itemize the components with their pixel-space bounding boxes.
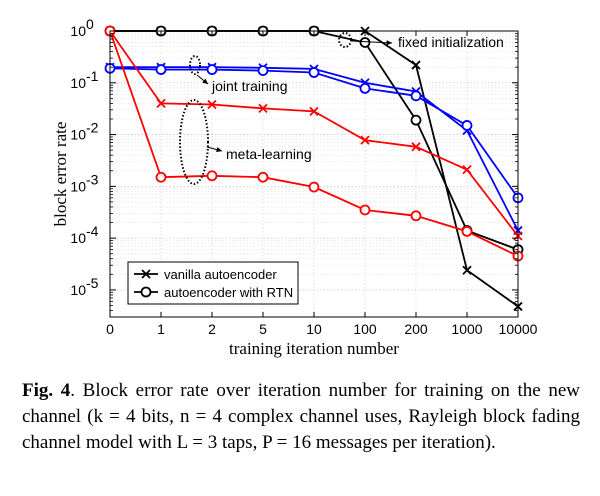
x-marker-stroke — [411, 60, 421, 70]
x-axis-label: training iteration number — [229, 339, 399, 358]
annotation-arrow-head — [386, 40, 392, 46]
legend-entry-vanilla: vanilla autoencoder — [134, 267, 277, 282]
y-tick-label: 10 — [70, 75, 86, 91]
data-point — [206, 64, 218, 75]
caption-text: . Block error rate over iteration number… — [22, 380, 581, 453]
data-point — [155, 171, 167, 183]
x-marker-stroke — [360, 135, 370, 145]
legend-marker — [140, 286, 152, 298]
y-tick-label: 10 — [70, 230, 86, 246]
x-marker-stroke — [141, 269, 151, 279]
annotation-label: meta-learning — [226, 146, 312, 162]
x-tick-label: 1 — [157, 321, 165, 337]
data-point — [308, 181, 320, 193]
data-point — [462, 165, 472, 175]
legend: vanilla autoencoder autoencoder with RTN — [127, 261, 299, 305]
x-marker-stroke — [309, 106, 319, 117]
annotation-arrow-line — [351, 40, 393, 44]
annotations: fixed initialization joint training meta-l… — [179, 32, 504, 185]
caption-figure-number: Fig. 4 — [22, 380, 71, 401]
x-tick-label: 10 — [306, 321, 322, 337]
x-marker-stroke — [207, 99, 217, 110]
data-point — [462, 265, 472, 275]
y-tick-exponent: -4 — [86, 223, 99, 239]
data-point — [410, 210, 422, 222]
y-tick-label: 10 — [70, 178, 86, 194]
x-tick-label: 100 — [353, 321, 377, 337]
x-tick-label: 0 — [106, 321, 114, 337]
y-tick-label: 10 — [70, 282, 86, 298]
data-point — [257, 65, 269, 76]
annotation-label: fixed initialization — [398, 34, 504, 50]
data-point — [359, 204, 371, 216]
x-marker-stroke — [156, 98, 166, 109]
annotation-meta-learning: meta-learning — [179, 99, 312, 185]
data-point — [461, 120, 473, 131]
x-tick-label: 1000 — [451, 321, 482, 337]
y-tick-label: 10 — [70, 127, 86, 143]
legend-label: vanilla autoencoder — [164, 267, 277, 282]
data-point — [309, 106, 319, 117]
y-tick-exponent: -1 — [86, 68, 99, 84]
data-point — [258, 103, 268, 114]
y-tick-label: 10 — [70, 23, 86, 39]
legend-label: autoencoder with RTN — [164, 285, 293, 300]
legend-entry-rtn: autoencoder with RTN — [134, 285, 293, 300]
annotation-ellipse — [189, 55, 201, 75]
data-point — [411, 142, 421, 152]
x-marker-stroke — [462, 165, 472, 175]
data-point — [410, 114, 422, 126]
x-marker-stroke — [411, 142, 421, 152]
annotation-joint-training: joint training — [189, 55, 288, 94]
legend-marker — [141, 269, 151, 279]
data-point — [207, 99, 217, 110]
x-tick-label: 10000 — [499, 321, 538, 337]
annotation-ellipse — [338, 32, 352, 48]
y-tick-exponent: -2 — [86, 120, 99, 136]
data-point — [206, 170, 218, 182]
data-point — [411, 60, 421, 70]
data-point — [360, 135, 370, 145]
data-point — [359, 37, 371, 48]
x-marker-stroke — [258, 103, 268, 114]
x-tick-label: 200 — [404, 321, 428, 337]
x-tick-label: 5 — [259, 321, 267, 337]
y-tick-exponent: 0 — [86, 16, 94, 32]
y-tick-exponent: -3 — [86, 171, 99, 187]
series-group — [104, 25, 524, 312]
x-tick-label: 2 — [208, 321, 216, 337]
figure-caption: Fig. 4. Block error rate over iteration … — [22, 378, 580, 456]
data-point — [308, 67, 320, 78]
y-axis-label: block error rate — [51, 122, 70, 227]
legend-box — [127, 261, 299, 305]
y-tick-exponent: -5 — [86, 275, 99, 291]
data-point — [461, 225, 473, 237]
data-point — [156, 98, 166, 109]
data-point — [155, 64, 167, 75]
data-point — [359, 82, 371, 94]
annotation-arrow-head — [216, 147, 222, 153]
annotation-ellipse — [179, 99, 209, 185]
series-joint-training-vanilla — [105, 62, 523, 236]
annotation-label: joint training — [211, 78, 288, 94]
annotation-arrow-head — [202, 78, 208, 84]
data-point — [257, 171, 269, 183]
data-point — [410, 90, 422, 102]
x-marker-stroke — [462, 265, 472, 275]
annotation-fixed-initialization: fixed initialization — [338, 32, 504, 50]
